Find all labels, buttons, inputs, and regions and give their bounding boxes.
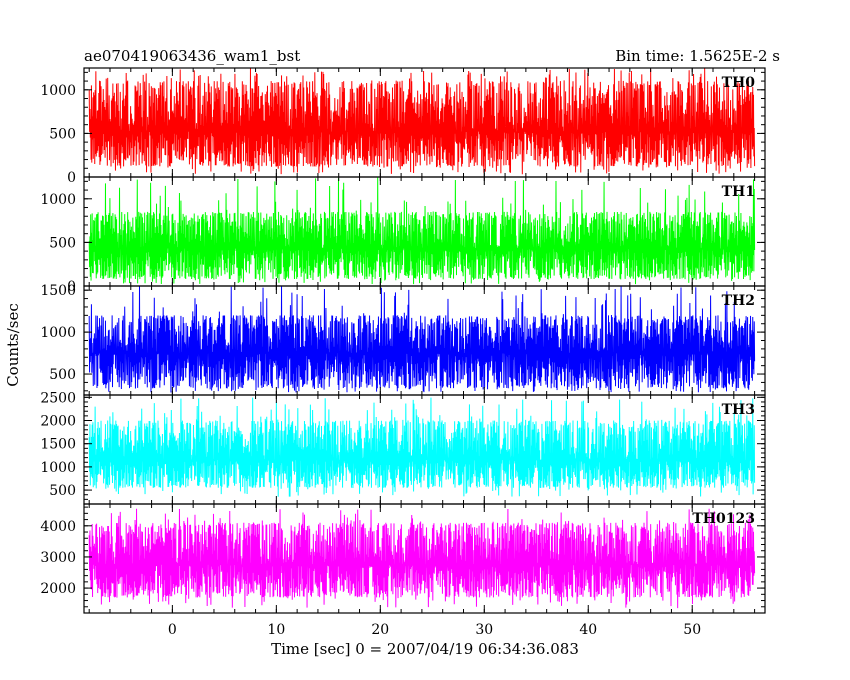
y-tick-label: 1500 — [40, 437, 76, 453]
panel-frame — [83, 503, 766, 614]
y-tick-label: 2000 — [40, 414, 76, 430]
chart-title: ae070419063436_wam1_bst — [84, 47, 300, 65]
x-tick-label: 10 — [267, 622, 285, 638]
panel-th0123: 2000 3000 4000 TH0123 — [40, 503, 766, 614]
y-tick-label: 2000 — [40, 581, 76, 597]
bin-time-label: Bin time: 1.5625E-2 s — [615, 47, 780, 65]
y-tick-label: 3000 — [40, 550, 76, 566]
x-tick-label: 20 — [371, 622, 389, 638]
y-tick-label: 0 — [67, 279, 76, 295]
panel-label-th0123: TH0123 — [692, 511, 755, 527]
panel-th1: 0 500 1000 TH1 — [40, 176, 766, 295]
panels-group: 0 500 1000 TH0 0 500 1000 TH1 500 1000 1500 TH2 500 1… — [40, 67, 766, 614]
y-tick-label: 500 — [49, 126, 76, 142]
y-tick-label: 500 — [49, 235, 76, 251]
y-tick-label: 1000 — [40, 460, 76, 476]
y-tick-label: 1000 — [40, 325, 76, 341]
panel-label-th2: TH2 — [722, 293, 755, 309]
y-tick-label: 500 — [49, 367, 76, 383]
panel-th2: 500 1000 1500 TH2 — [40, 283, 766, 396]
x-tick-label: 40 — [579, 622, 597, 638]
series-line-th2 — [88, 286, 756, 393]
series-line-th0 — [88, 68, 756, 175]
panel-label-th1: TH1 — [722, 184, 755, 200]
y-tick-label: 1000 — [40, 192, 76, 208]
y-tick-label: 500 — [49, 483, 76, 499]
series-line-th3 — [88, 397, 756, 497]
y-tick-label: 1500 — [40, 283, 76, 299]
panel-label-th3: TH3 — [722, 402, 755, 418]
series-line-th1 — [88, 177, 756, 285]
panel-th3: 500 1000 1500 2000 2500 TH3 — [40, 390, 766, 505]
y-tick-label: 1000 — [40, 83, 76, 99]
x-tick-label: 0 — [168, 622, 177, 638]
x-axis: 0 10 20 30 40 50 — [168, 622, 701, 638]
x-tick-label: 30 — [475, 622, 493, 638]
y-tick-label: 2500 — [40, 390, 76, 406]
x-tick-label: 50 — [683, 622, 701, 638]
panel-th0: 0 500 1000 TH0 — [40, 67, 766, 186]
x-axis-label: Time [sec] 0 = 2007/04/19 06:34:36.083 — [271, 640, 579, 658]
y-tick-label: 4000 — [40, 519, 76, 535]
y-tick-label: 0 — [67, 170, 76, 186]
panel-label-th0: TH0 — [722, 75, 756, 91]
y-axis-label: Counts/sec — [4, 303, 22, 387]
series-line-th0123 — [88, 508, 756, 609]
